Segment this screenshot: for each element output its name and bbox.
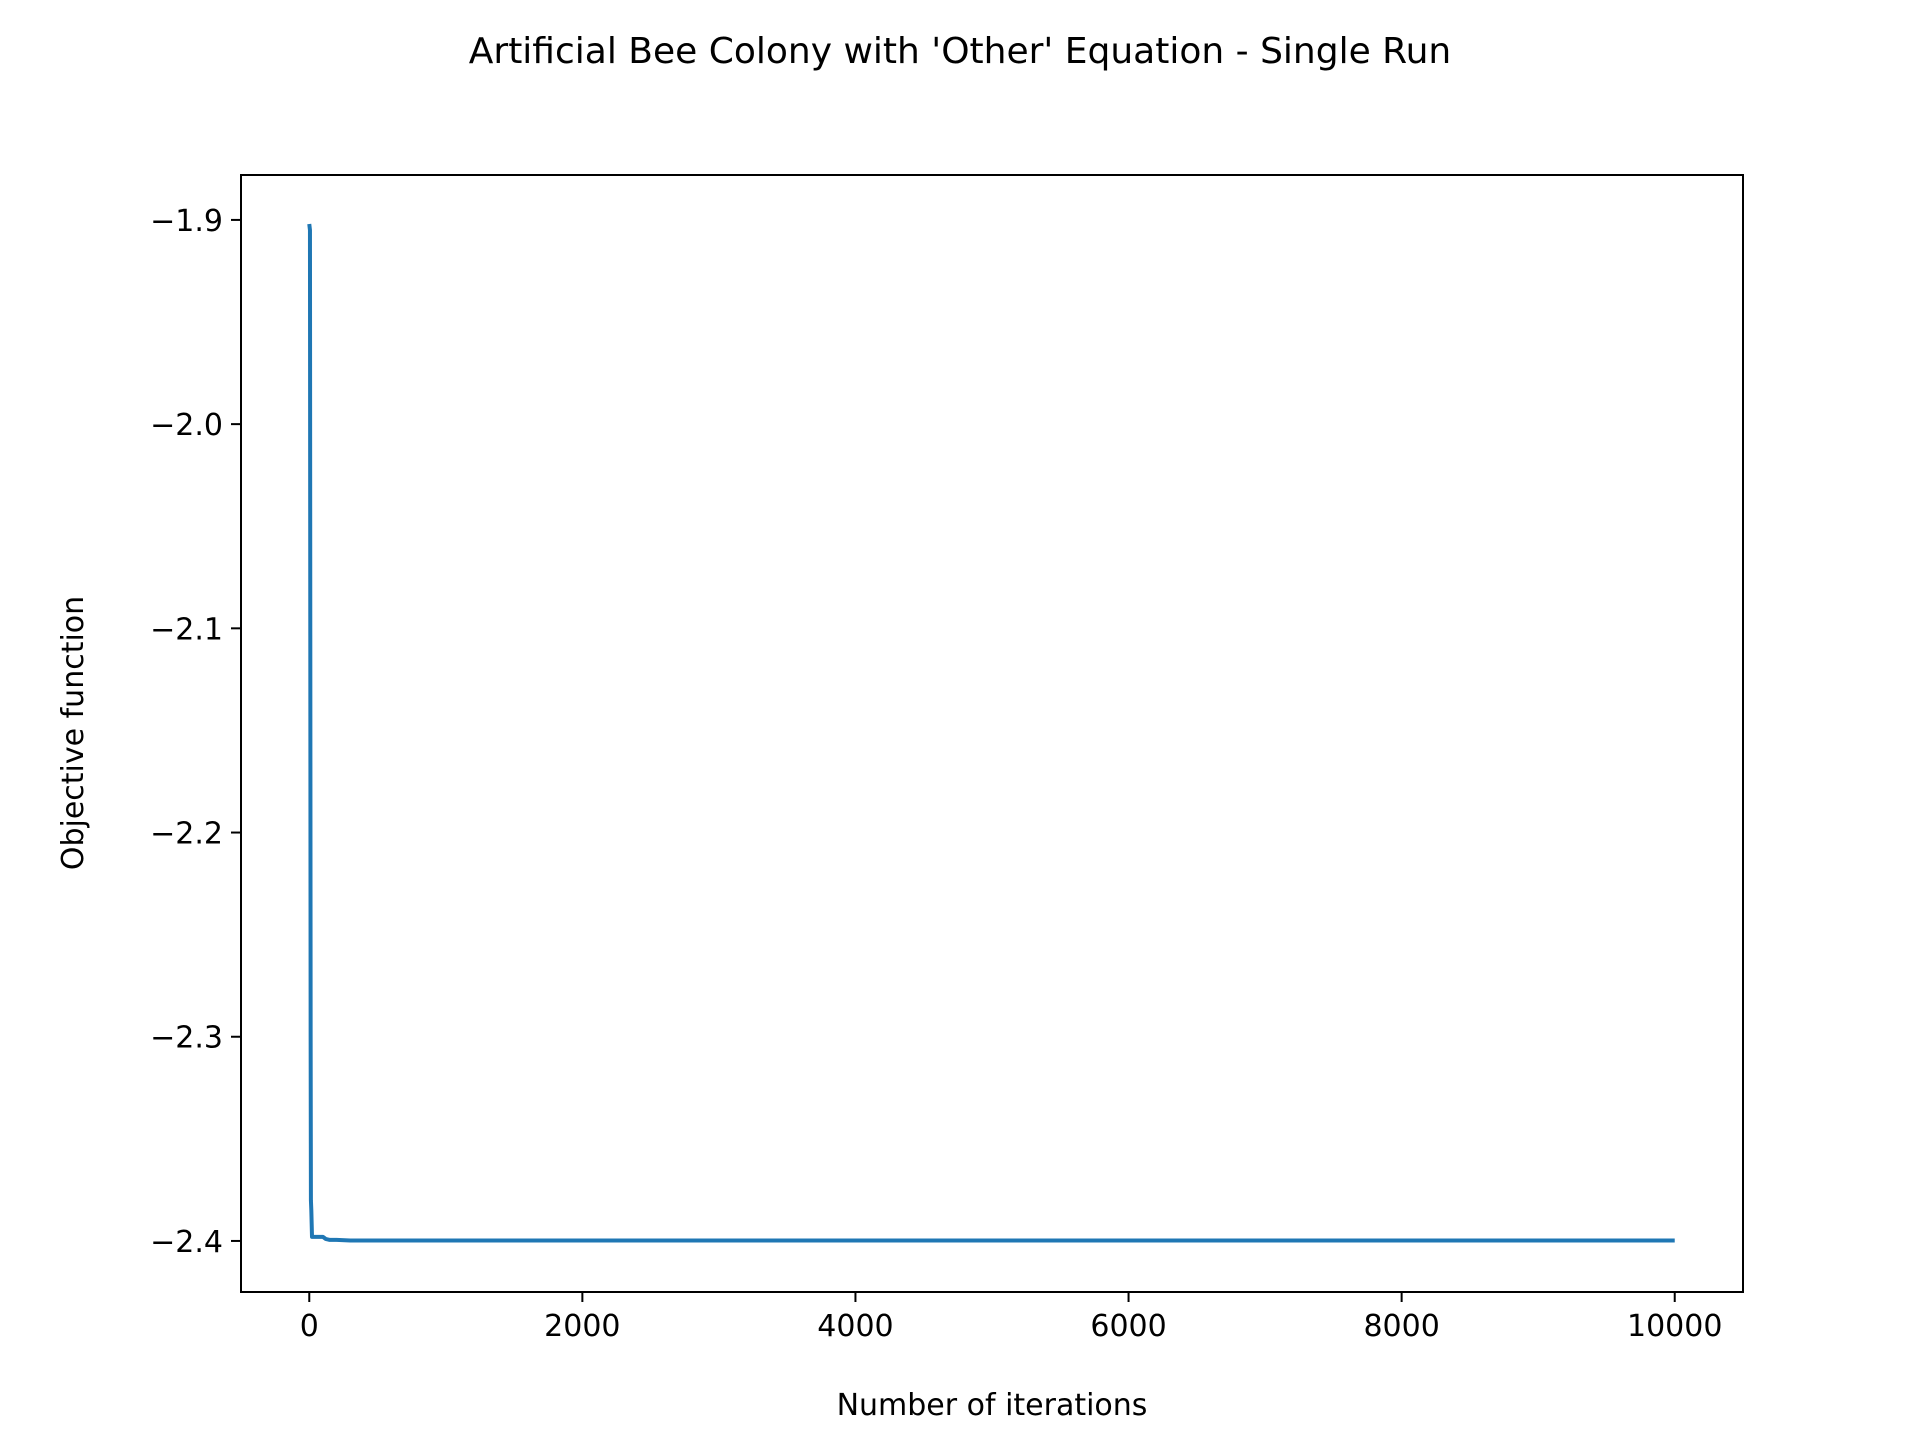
axes-frame xyxy=(240,174,1744,1293)
x-tick-label: 2000 xyxy=(544,1309,620,1344)
plot-area: 0 2000 4000 6000 8000 10000 −1.9 −2.0 −2.1 −2.2 −2… xyxy=(150,204,1722,1344)
y-tick-label: −2.4 xyxy=(150,1225,223,1260)
x-tick-label: 8000 xyxy=(1363,1309,1439,1344)
series-line xyxy=(307,223,1675,1243)
x-axis-label: Number of iterations xyxy=(837,1388,1148,1423)
x-tick-label: 0 xyxy=(300,1309,319,1344)
y-tick-label: −2.1 xyxy=(150,612,223,647)
y-tick-label: −2.0 xyxy=(150,408,223,443)
y-tick-label: −2.2 xyxy=(150,817,223,852)
x-tick-label: 10000 xyxy=(1627,1309,1722,1344)
y-tick-label: −1.9 xyxy=(150,204,223,239)
x-tick-label: 6000 xyxy=(1090,1309,1166,1344)
y-tick-label: −2.3 xyxy=(150,1021,223,1056)
x-tick-label: 4000 xyxy=(817,1309,893,1344)
y-axis-label: Objective function xyxy=(56,596,91,870)
chart-title: Artificial Bee Colony with 'Other' Equat… xyxy=(469,31,1451,72)
